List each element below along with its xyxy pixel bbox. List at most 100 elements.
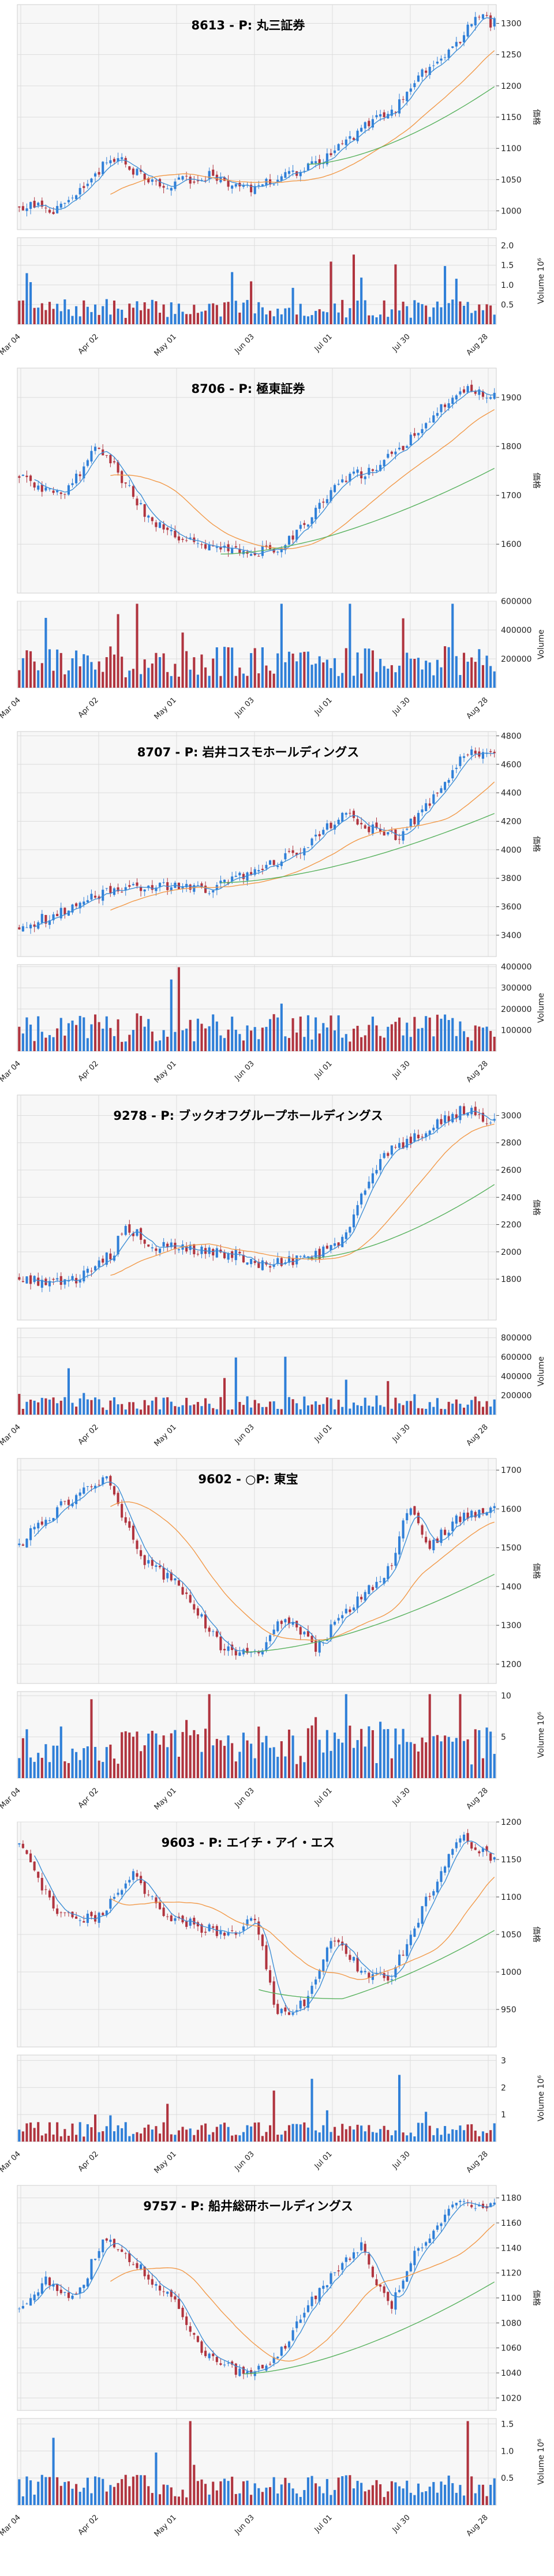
volume-bar xyxy=(337,676,340,688)
candle-body xyxy=(63,2292,66,2293)
volume-bar xyxy=(352,1403,355,1415)
volume-bar xyxy=(387,668,390,688)
volume-bar xyxy=(83,1393,85,1415)
volume-bar xyxy=(67,2481,70,2505)
x-tick-label: Jul 30 xyxy=(391,1786,412,1808)
candle-body xyxy=(219,1249,222,1253)
candle-body xyxy=(29,2298,32,2306)
volume-bar xyxy=(250,2495,253,2505)
candle-body xyxy=(208,2353,211,2358)
volume-bar xyxy=(253,2123,256,2142)
candle-body xyxy=(155,2283,158,2286)
candle-body xyxy=(234,1932,237,1935)
candle-body xyxy=(325,1947,328,1962)
volume-bar xyxy=(185,651,188,688)
volume-bar xyxy=(253,313,256,324)
volume-bar xyxy=(253,2483,256,2505)
volume-bar xyxy=(193,1041,196,1051)
candle-body xyxy=(261,1260,264,1270)
volume-bar xyxy=(291,1018,294,1051)
candle-body xyxy=(59,1276,62,1285)
candle-body xyxy=(105,1910,108,1915)
candle-body xyxy=(48,1520,51,1521)
volume-bar xyxy=(409,317,412,324)
candle-body xyxy=(158,883,162,887)
volume-bar xyxy=(59,1726,62,1778)
candle-body xyxy=(474,1512,477,1518)
candle-body xyxy=(105,1476,108,1479)
volume-bar xyxy=(242,1405,245,1415)
stock-chart-panel: Mar 04 Apr 02 May 01 Jun 03 Jul 01 Jul 30 Aug … xyxy=(0,363,554,727)
volume-bar xyxy=(303,2122,306,2142)
volume-bar xyxy=(170,2487,173,2505)
candle-body xyxy=(276,1258,279,1264)
candle-body xyxy=(170,1915,173,1921)
volume-bar xyxy=(481,1758,484,1778)
volume-bar xyxy=(128,670,131,688)
candle-body xyxy=(364,1971,366,1973)
candle-body xyxy=(147,2274,150,2280)
volume-bar xyxy=(246,2480,249,2505)
candle-body xyxy=(325,1639,328,1641)
volume-bar xyxy=(189,314,192,324)
candle-body xyxy=(212,890,215,893)
volume-bar xyxy=(185,1397,188,1415)
volume-bar xyxy=(379,314,382,324)
volume-bar xyxy=(287,308,291,324)
volume-bar xyxy=(189,2128,192,2142)
volume-bar xyxy=(105,2491,108,2505)
volume-bar xyxy=(432,2135,435,2142)
volume-bar xyxy=(341,673,344,688)
volume-bar xyxy=(417,1408,420,1415)
volume-bar xyxy=(246,1025,249,1051)
candle-body xyxy=(341,1236,344,1247)
candle-body xyxy=(18,1277,21,1280)
chart-title: 8613 - P: 丸三証券 xyxy=(191,18,305,32)
volume-tick-label: 200000 xyxy=(501,1392,531,1401)
volume-bar xyxy=(18,1394,21,1415)
candle-body xyxy=(158,522,162,528)
volume-bar xyxy=(151,299,154,324)
y-tick-label: 4600 xyxy=(501,760,522,770)
candle-body xyxy=(303,523,306,525)
candle-body xyxy=(383,112,385,118)
candle-body xyxy=(375,1581,378,1588)
volume-bar xyxy=(284,1036,287,1051)
candle-body xyxy=(349,474,351,482)
volume-bar xyxy=(432,307,435,324)
stock-chart-panel: Mar 04 Apr 02 May 01 Jun 03 Jul 01 Jul 30 Aug … xyxy=(0,1454,554,1817)
volume-bar xyxy=(147,2124,150,2142)
volume-bar xyxy=(21,1033,24,1051)
volume-bar xyxy=(318,2132,321,2142)
volume-bar xyxy=(276,2135,279,2142)
volume-bar xyxy=(470,1764,473,1778)
candle-body xyxy=(280,1621,283,1624)
volume-bar xyxy=(215,647,218,688)
candle-body xyxy=(390,109,393,116)
candle-body xyxy=(185,2316,188,2325)
volume-bar xyxy=(193,657,196,688)
volume-bar xyxy=(18,2479,21,2505)
volume-bar xyxy=(215,2490,218,2505)
candle-body xyxy=(117,1493,119,1504)
volume-bar xyxy=(33,1041,36,1051)
volume-bar xyxy=(459,1404,462,1415)
volume-bar xyxy=(25,1017,28,1051)
y-tick-label: 3600 xyxy=(501,903,522,912)
volume-bar xyxy=(459,1694,462,1778)
volume-bar xyxy=(105,2126,108,2142)
volume-bar xyxy=(212,1014,215,1051)
volume-bar xyxy=(447,1737,450,1778)
y-tick-label: 1100 xyxy=(501,2294,522,2303)
volume-bar xyxy=(75,2135,78,2142)
candle-body xyxy=(223,1933,226,1936)
candle-body xyxy=(368,467,370,475)
volume-bar xyxy=(162,304,165,324)
volume-bar xyxy=(379,1036,382,1051)
volume-bar xyxy=(387,1026,390,1051)
volume-bar xyxy=(349,308,351,324)
candle-body xyxy=(200,1614,203,1617)
candle-body xyxy=(181,176,184,180)
candle-body xyxy=(398,448,401,449)
candle-body xyxy=(474,17,477,25)
